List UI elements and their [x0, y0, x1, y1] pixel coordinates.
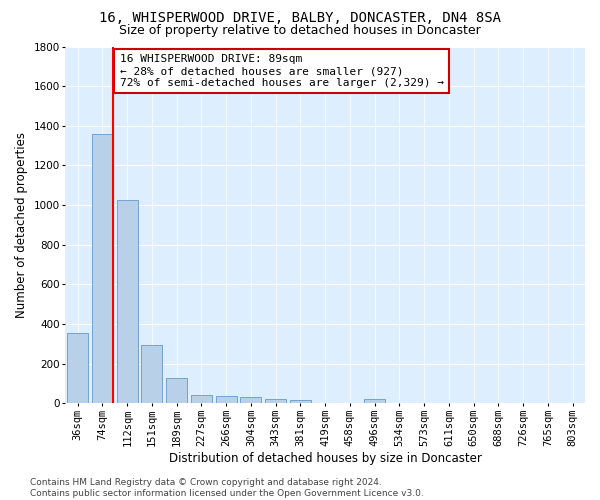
Text: 16, WHISPERWOOD DRIVE, BALBY, DONCASTER, DN4 8SA: 16, WHISPERWOOD DRIVE, BALBY, DONCASTER,…	[99, 12, 501, 26]
Bar	[265, 400, 286, 404]
Bar	[142, 345, 163, 404]
Bar	[166, 378, 187, 404]
Y-axis label: Number of detached properties: Number of detached properties	[15, 132, 28, 318]
Text: 16 WHISPERWOOD DRIVE: 89sqm
← 28% of detached houses are smaller (927)
72% of se: 16 WHISPERWOOD DRIVE: 89sqm ← 28% of det…	[120, 54, 444, 88]
Bar	[191, 396, 212, 404]
Bar	[290, 400, 311, 404]
X-axis label: Distribution of detached houses by size in Doncaster: Distribution of detached houses by size …	[169, 452, 482, 465]
Bar	[117, 200, 138, 404]
Bar	[92, 134, 113, 404]
Bar	[241, 398, 262, 404]
Bar	[215, 396, 237, 404]
Text: Size of property relative to detached houses in Doncaster: Size of property relative to detached ho…	[119, 24, 481, 37]
Text: Contains HM Land Registry data © Crown copyright and database right 2024.
Contai: Contains HM Land Registry data © Crown c…	[30, 478, 424, 498]
Bar	[67, 333, 88, 404]
Bar	[364, 400, 385, 404]
